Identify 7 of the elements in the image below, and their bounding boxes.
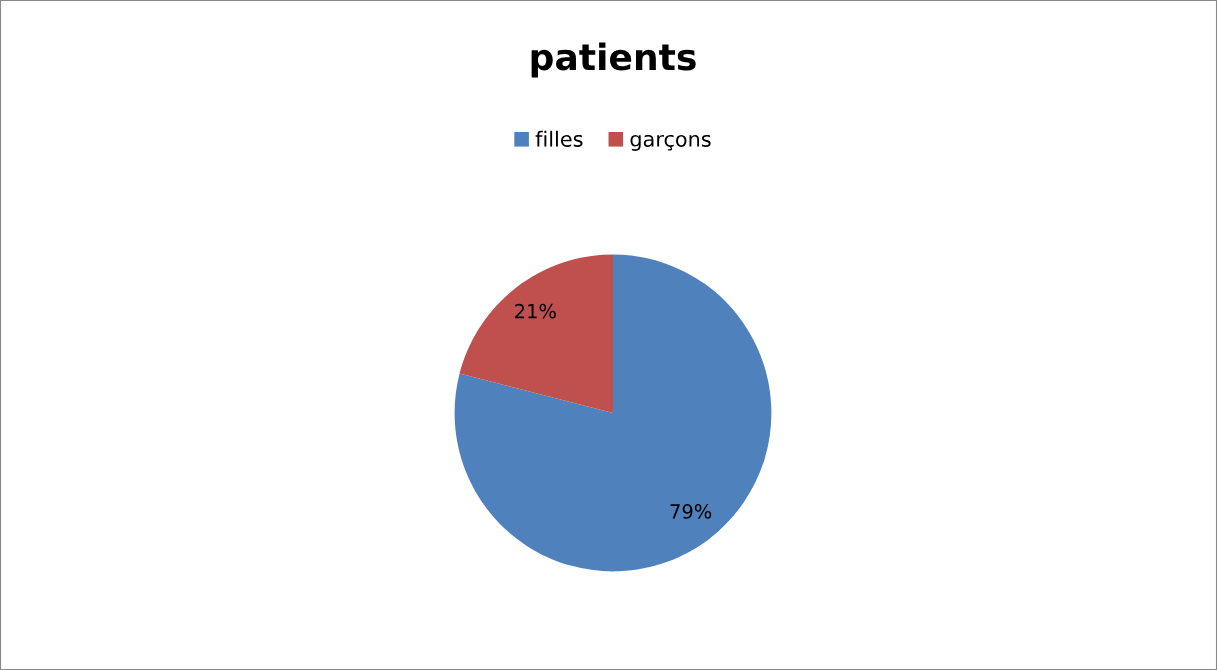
legend-label: filles [535,130,583,147]
chart-title: patients [531,42,696,78]
pie-slice [459,254,613,413]
data-label: 21% [515,303,556,319]
pie-slice [454,254,772,572]
legend-label: garçons [630,134,711,151]
data-label: 79% [670,504,712,519]
